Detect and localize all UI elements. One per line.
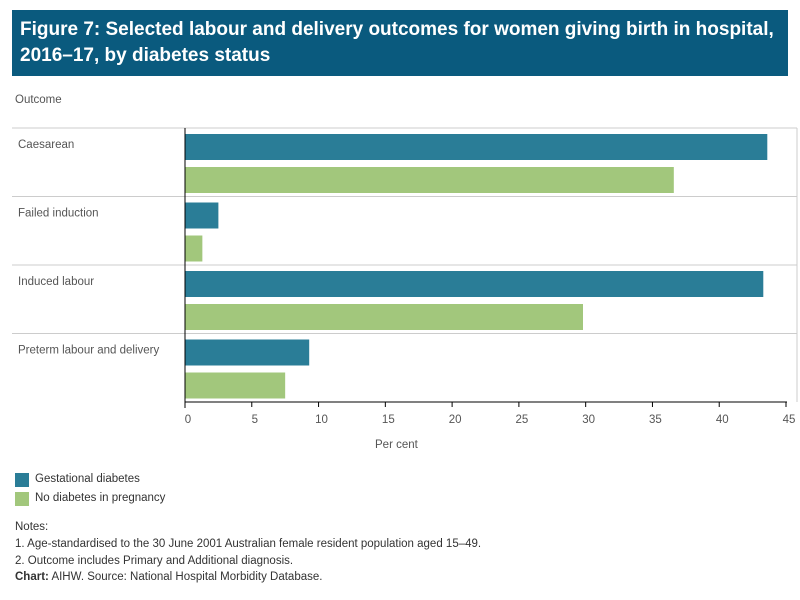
x-tick-label: 0: [185, 414, 191, 426]
x-tick-label: 35: [649, 414, 662, 426]
x-tick-label: 40: [716, 414, 729, 426]
x-tick-label: 45: [783, 414, 796, 426]
note-2: 2. Outcome includes Primary and Addition…: [15, 555, 294, 567]
x-tick-label: 10: [315, 414, 328, 426]
bar-chart: Caesarean Failed induction Induced labour P…: [12, 127, 798, 426]
bar-no-diabetes: [185, 235, 203, 262]
category-label: Induced labour: [18, 276, 94, 288]
x-tick-label: 15: [382, 414, 395, 426]
category-label: Caesarean: [18, 139, 74, 151]
x-tick-label: 30: [582, 414, 595, 426]
bar-gestational: [185, 134, 768, 160]
notes-heading: Notes:: [15, 521, 49, 533]
source-label: Chart:: [15, 571, 49, 583]
category-label: Preterm labour and delivery: [18, 345, 160, 357]
x-tick-label: 25: [515, 414, 528, 426]
legend-swatch-gestational: [15, 473, 29, 487]
legend-swatch-no-diabetes: [15, 492, 29, 506]
x-tick-label: 20: [449, 414, 462, 426]
bar-gestational: [185, 271, 764, 297]
source-text: AIHW. Source: National Hospital Morbidit…: [51, 571, 323, 583]
bar-gestational: [185, 202, 219, 229]
bar-no-diabetes: [185, 304, 583, 330]
bar-no-diabetes: [185, 167, 674, 193]
legend-label-no-diabetes: No diabetes in pregnancy: [35, 492, 166, 504]
figure-title: Figure 7: Selected labour and delivery o…: [12, 10, 788, 76]
bar-gestational: [185, 339, 310, 366]
note-1: 1. Age-standardised to the 30 June 2001 …: [15, 538, 482, 550]
y-axis-title: Outcome: [15, 94, 62, 106]
category-label: Failed induction: [18, 208, 99, 220]
x-axis-title: Per cent: [375, 439, 418, 451]
x-tick-label: 5: [252, 414, 258, 426]
bar-no-diabetes: [185, 372, 286, 399]
legend-label-gestational: Gestational diabetes: [35, 473, 140, 485]
